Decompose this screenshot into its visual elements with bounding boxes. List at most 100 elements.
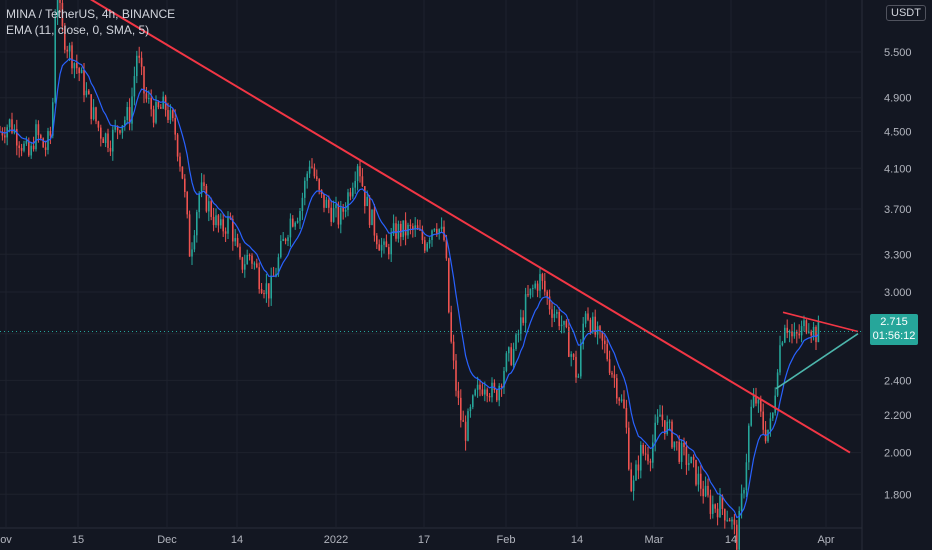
currency-badge[interactable]: USDT (886, 5, 926, 21)
candle-body (23, 143, 25, 151)
candle-body (781, 342, 784, 346)
candle-body (726, 519, 728, 521)
ema-line (0, 57, 819, 519)
candle-body (548, 296, 551, 310)
candle-body (92, 107, 95, 120)
candle-body (119, 130, 121, 133)
candle-body (448, 258, 450, 313)
candle-body (661, 414, 664, 421)
candle-body (217, 215, 220, 226)
candle-body (150, 98, 152, 110)
candle-body (553, 313, 556, 318)
candle-body (80, 69, 83, 74)
candle-body (234, 238, 236, 242)
candle-body (90, 94, 92, 120)
candle-body (162, 96, 164, 109)
candle-body (385, 241, 388, 248)
candle-body (532, 287, 534, 289)
candle-body (628, 427, 630, 470)
candle-body (16, 129, 18, 146)
candle-body (337, 204, 340, 225)
candle-body (767, 429, 769, 442)
candle-body (28, 140, 30, 156)
candle-body (678, 441, 680, 462)
candle-body (760, 399, 762, 412)
candle-body (260, 289, 263, 294)
candle-body (438, 229, 440, 234)
candle-body (769, 418, 772, 430)
candle-body (613, 374, 616, 379)
candle-body (440, 226, 443, 230)
candle-body (515, 334, 517, 349)
trendline-triangle-upper (782, 311, 859, 333)
candle-body (318, 179, 320, 190)
candle-body (287, 237, 289, 242)
candle-body (167, 110, 169, 120)
candle-body (539, 274, 541, 291)
candle-body (378, 244, 380, 251)
candle-body (371, 209, 373, 225)
candle-body (762, 411, 764, 430)
candle-body (455, 360, 457, 391)
candle-body (479, 384, 481, 390)
candle-body (246, 254, 248, 265)
candle-body (673, 441, 676, 448)
candle-body (616, 378, 618, 399)
candle-body (174, 118, 176, 135)
candle-body (37, 124, 40, 136)
candle-body (623, 399, 625, 408)
candle-body (364, 186, 366, 207)
candle-body (184, 178, 186, 192)
candle-body (361, 176, 364, 187)
candle-body (688, 463, 690, 465)
candle-body (695, 459, 697, 485)
candle-body (155, 101, 157, 123)
candle-body (611, 372, 613, 375)
candle-body (220, 219, 222, 226)
candle-body (241, 257, 244, 270)
candle-body (256, 263, 258, 268)
candle-body (95, 107, 97, 122)
candle-body (776, 372, 779, 396)
candle-body (541, 274, 544, 281)
candle-body (666, 421, 668, 434)
candle-body (587, 313, 589, 320)
candle-body (772, 412, 774, 419)
candle-body (450, 312, 452, 342)
candle-body (668, 421, 671, 423)
candle-body (376, 235, 378, 245)
candle-body (212, 216, 215, 226)
candle-body (344, 209, 347, 212)
candle-body (534, 283, 536, 288)
price-tick-label: 2.200 (884, 410, 912, 422)
candle-body (373, 209, 376, 236)
candle-body (630, 469, 632, 491)
candle-body (71, 45, 73, 69)
candle-body (97, 121, 100, 128)
candle-body (311, 166, 313, 168)
candle-body (11, 119, 13, 133)
candle-body (503, 370, 505, 388)
candle-body (757, 399, 760, 404)
candle-body (198, 193, 200, 213)
candle-body (577, 376, 580, 378)
candle-body (222, 219, 224, 232)
candle-body (714, 504, 716, 509)
candle-body (200, 182, 203, 194)
candle-body (805, 320, 808, 333)
candle-body (637, 464, 640, 471)
candle-body (116, 126, 119, 131)
symbol-title[interactable]: MINA / TetherUS, 4h, BINANCE (6, 7, 176, 21)
candle-body (812, 326, 815, 336)
candle-body (700, 473, 702, 489)
candle-body (179, 156, 181, 167)
candle-body (210, 201, 212, 217)
indicator-label[interactable]: EMA (11, close, 0, SMA, 5) (6, 23, 150, 37)
price-tick-label: 5.500 (884, 47, 912, 59)
candle-body (181, 166, 184, 179)
candle-body (733, 519, 736, 525)
candle-body (419, 229, 421, 231)
candle-body (49, 131, 52, 136)
